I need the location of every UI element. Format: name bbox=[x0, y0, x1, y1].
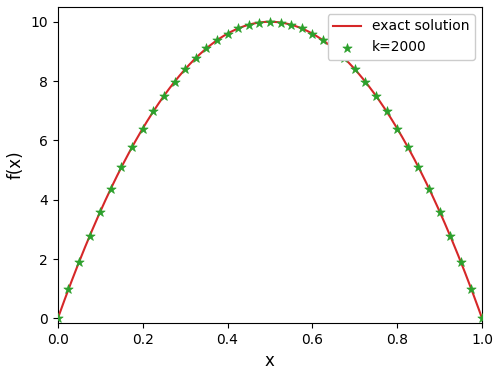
k=2000 bbox=[181, 66, 189, 72]
k=2000 bbox=[96, 208, 104, 215]
k=2000 bbox=[362, 79, 370, 85]
k=2000 bbox=[86, 233, 94, 239]
k=2000 bbox=[54, 315, 62, 321]
k=2000 bbox=[202, 46, 210, 52]
Line: exact solution: exact solution bbox=[58, 22, 482, 318]
k=2000 bbox=[138, 126, 146, 132]
exact solution bbox=[259, 20, 265, 25]
exact solution bbox=[470, 291, 476, 295]
exact solution bbox=[285, 22, 291, 26]
k=2000 bbox=[128, 144, 136, 150]
exact solution bbox=[256, 20, 262, 25]
k=2000 bbox=[170, 79, 178, 85]
exact solution bbox=[404, 142, 409, 147]
k=2000 bbox=[446, 233, 454, 239]
k=2000 bbox=[298, 25, 306, 31]
k=2000 bbox=[213, 37, 221, 43]
X-axis label: x: x bbox=[265, 352, 275, 370]
k=2000 bbox=[234, 25, 242, 31]
k=2000 bbox=[287, 22, 295, 28]
Legend: exact solution, k=2000: exact solution, k=2000 bbox=[328, 14, 475, 60]
exact solution bbox=[55, 316, 61, 320]
k=2000 bbox=[244, 22, 252, 28]
k=2000 bbox=[372, 93, 380, 99]
k=2000 bbox=[276, 20, 284, 26]
k=2000 bbox=[393, 126, 401, 132]
k=2000 bbox=[64, 287, 72, 293]
k=2000 bbox=[425, 185, 433, 192]
k=2000 bbox=[382, 109, 390, 115]
k=2000 bbox=[478, 315, 486, 321]
k=2000 bbox=[224, 31, 232, 37]
k=2000 bbox=[150, 109, 158, 115]
exact solution bbox=[308, 31, 314, 35]
exact solution bbox=[479, 316, 485, 320]
k=2000 bbox=[75, 259, 83, 265]
k=2000 bbox=[192, 55, 200, 61]
k=2000 bbox=[404, 144, 412, 150]
Y-axis label: f(x): f(x) bbox=[7, 150, 25, 179]
k=2000 bbox=[351, 66, 359, 72]
k=2000 bbox=[414, 164, 422, 170]
k=2000 bbox=[436, 208, 444, 215]
k=2000 bbox=[266, 19, 274, 25]
k=2000 bbox=[340, 55, 348, 61]
k=2000 bbox=[118, 164, 126, 170]
k=2000 bbox=[468, 287, 475, 293]
exact solution bbox=[266, 20, 272, 24]
k=2000 bbox=[256, 20, 264, 26]
k=2000 bbox=[308, 31, 316, 37]
k=2000 bbox=[160, 93, 168, 99]
k=2000 bbox=[330, 46, 338, 52]
k=2000 bbox=[319, 37, 327, 43]
k=2000 bbox=[107, 185, 115, 192]
k=2000 bbox=[457, 259, 465, 265]
